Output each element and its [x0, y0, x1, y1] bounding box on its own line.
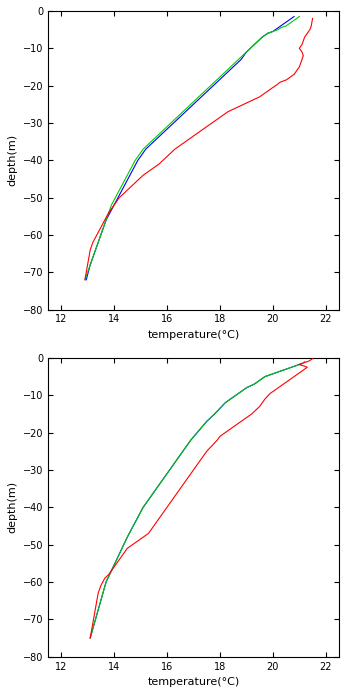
Y-axis label: depth(m): depth(m) [7, 134, 17, 187]
X-axis label: temperature(°C): temperature(°C) [147, 330, 239, 340]
Y-axis label: depth(m): depth(m) [7, 481, 17, 534]
X-axis label: temperature(°C): temperature(°C) [147, 677, 239, 687]
